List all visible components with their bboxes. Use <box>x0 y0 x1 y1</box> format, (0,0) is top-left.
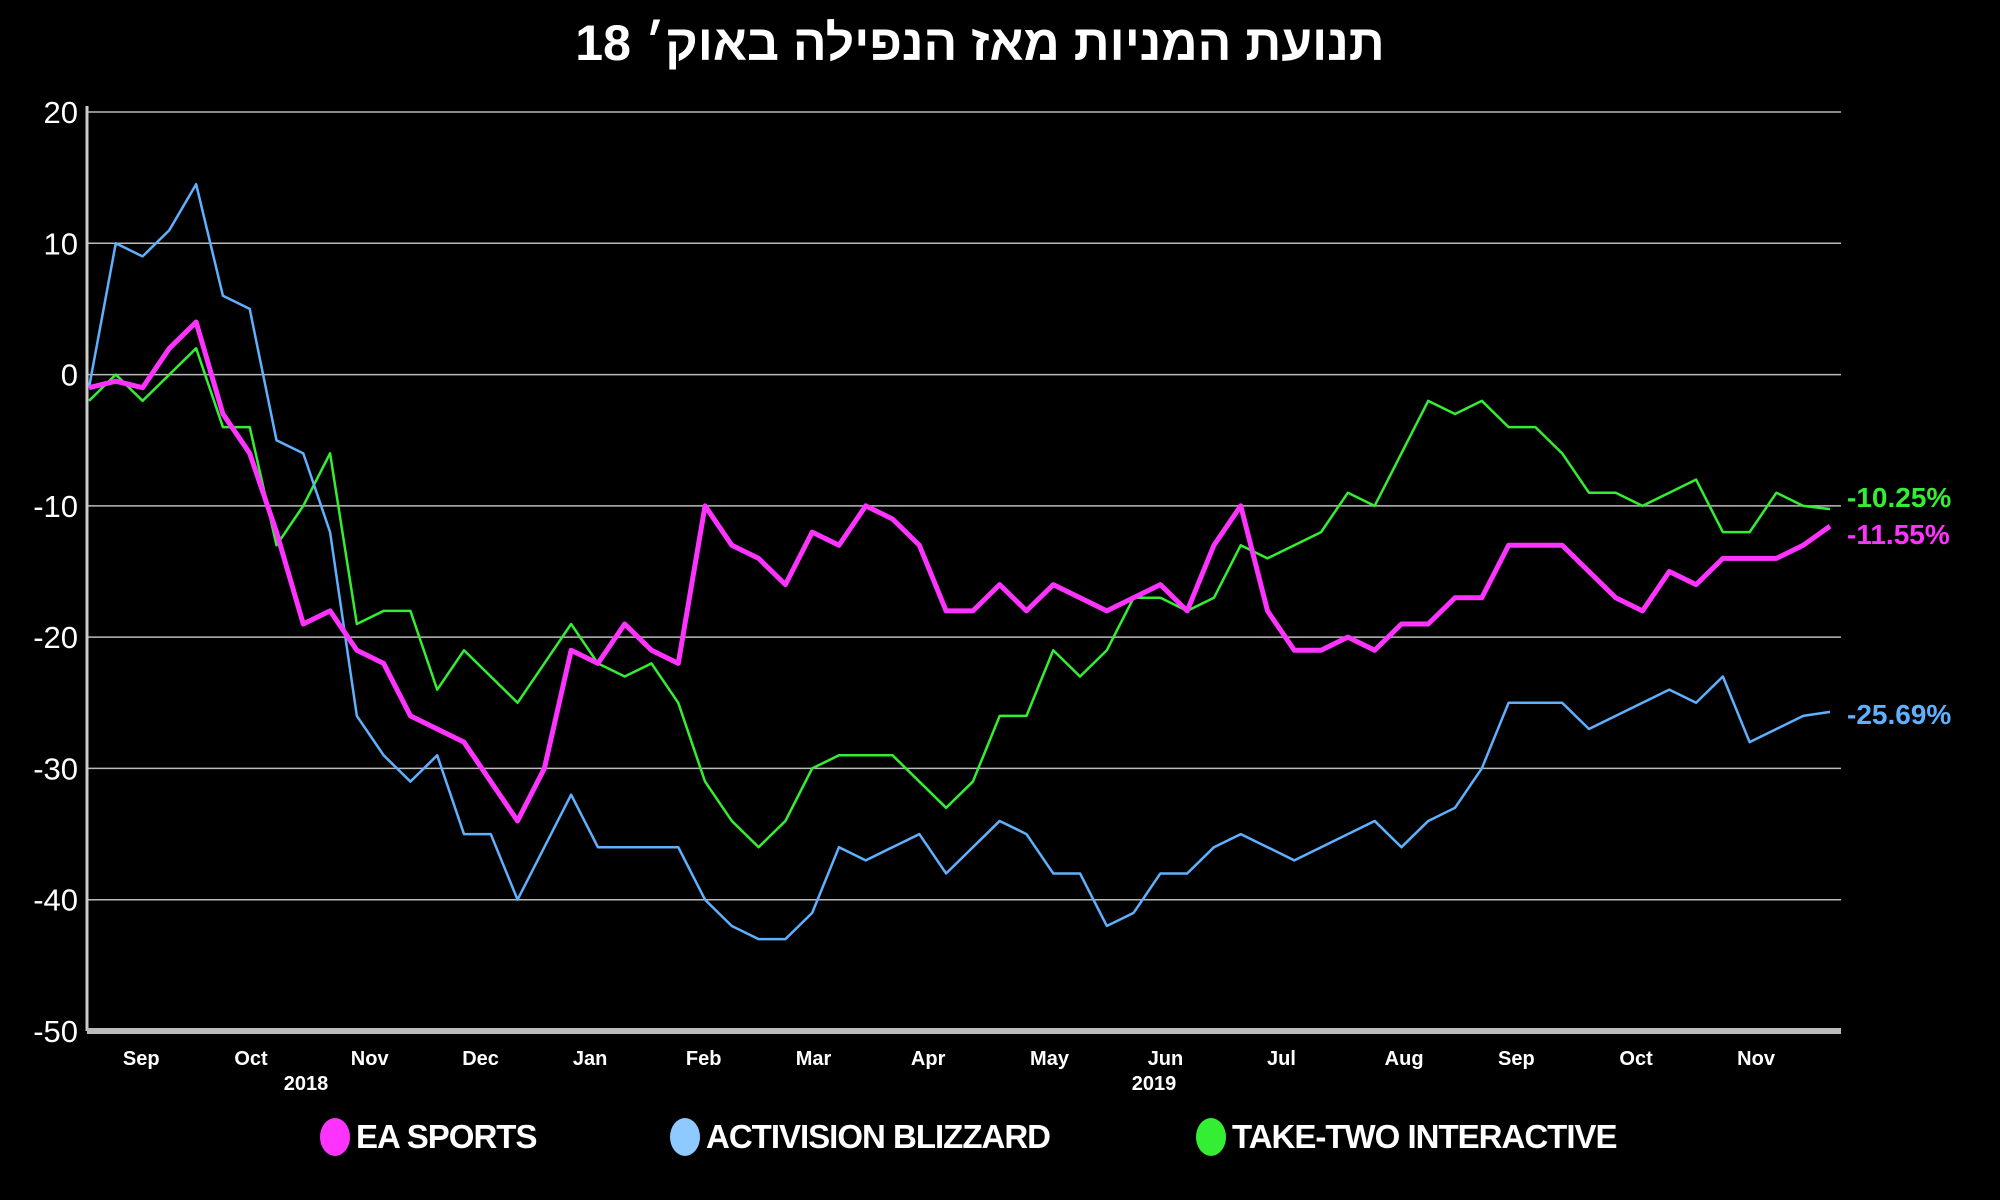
y-tick-label: -30 <box>33 751 78 786</box>
series-line-take-two-interactive <box>88 347 1831 849</box>
x-tick-label: Mar <box>796 1048 832 1070</box>
year-label: 2018 <box>284 1073 329 1095</box>
y-tick-label: -20 <box>33 620 78 655</box>
legend-item-activision-blizzard: ACTIVISION BLIZZARD <box>670 1118 1051 1156</box>
x-tick-label: Sep <box>123 1048 160 1070</box>
x-tick-label: May <box>1030 1048 1070 1070</box>
x-tick-label: Aug <box>1385 1048 1424 1070</box>
y-tick-label: 10 <box>44 226 78 261</box>
year-label: 2019 <box>1132 1073 1177 1095</box>
y-tick-label: 20 <box>44 95 78 130</box>
x-tick-label: Apr <box>911 1048 946 1070</box>
series-line-ea-sports <box>88 319 1832 824</box>
x-tick-label: Sep <box>1498 1048 1535 1070</box>
legend-label: ACTIVISION BLIZZARD <box>706 1118 1051 1155</box>
activision-swatch-icon <box>670 1118 700 1156</box>
x-tick-label: Oct <box>234 1048 268 1070</box>
legend-item-ea-sports: EA SPORTS <box>320 1118 537 1156</box>
x-tick-label: Oct <box>1619 1048 1653 1070</box>
x-tick-label: Nov <box>351 1048 390 1070</box>
chart-title: תנועת המניות מאז הנפילה באוק׳ 18 <box>575 15 1385 71</box>
end-value-label: -10.25% <box>1847 482 1951 513</box>
y-tick-label: -40 <box>33 883 78 918</box>
x-tick-label: Feb <box>686 1048 722 1070</box>
ea-sports-swatch-icon <box>320 1118 350 1156</box>
x-tick-label: Jun <box>1148 1048 1184 1070</box>
legend-item-take-two: TAKE-TWO INTERACTIVE <box>1196 1118 1618 1156</box>
y-tick-label: -10 <box>33 489 78 524</box>
x-tick-label: Nov <box>1737 1048 1776 1070</box>
x-tick-label: Jul <box>1267 1048 1296 1070</box>
y-tick-label: -50 <box>33 1014 78 1049</box>
series-line-activision-blizzard <box>87 182 1831 941</box>
legend-label: EA SPORTS <box>356 1118 537 1155</box>
x-tick-label: Dec <box>462 1048 499 1070</box>
end-value-label: -11.55% <box>1847 519 1950 550</box>
end-value-label: -25.69% <box>1847 699 1951 730</box>
legend-label: TAKE-TWO INTERACTIVE <box>1232 1118 1618 1155</box>
take-two-swatch-icon <box>1196 1118 1226 1156</box>
x-tick-label: Jan <box>573 1048 607 1070</box>
y-tick-label: 0 <box>61 358 78 393</box>
